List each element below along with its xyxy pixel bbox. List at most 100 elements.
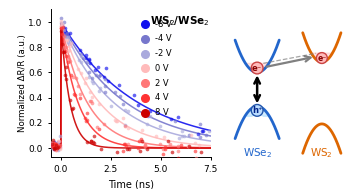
- Point: [58, 21, 64, 24]
- Point: [64, 39, 70, 42]
- Point: [56, 143, 61, 146]
- Point: [52, 142, 57, 145]
- Point: [120, 149, 126, 152]
- Text: h⁺: h⁺: [252, 106, 262, 115]
- Point: [65, 33, 71, 36]
- Point: [86, 57, 92, 60]
- Point: [91, 142, 97, 145]
- Point: [53, 147, 59, 150]
- Point: [59, 28, 65, 31]
- Point: [95, 66, 101, 69]
- Text: 2 V: 2 V: [155, 79, 168, 88]
- Point: [87, 140, 93, 143]
- Point: [77, 97, 83, 100]
- Circle shape: [251, 62, 263, 74]
- Point: [117, 95, 123, 98]
- Point: [56, 146, 62, 149]
- Point: [83, 119, 89, 122]
- Point: [53, 147, 58, 150]
- Point: [57, 135, 62, 138]
- Point: [55, 149, 61, 152]
- Point: [199, 130, 204, 133]
- Point: [93, 74, 99, 77]
- Point: [53, 142, 59, 145]
- Point: [138, 137, 143, 140]
- Point: [53, 146, 59, 149]
- Point: [186, 133, 192, 136]
- Point: [65, 61, 71, 64]
- Point: [112, 91, 118, 94]
- Point: [90, 81, 95, 84]
- Point: [192, 141, 198, 144]
- Point: [193, 157, 199, 160]
- Point: [70, 107, 76, 110]
- Point: [59, 22, 65, 26]
- Point: [187, 144, 192, 147]
- Point: [102, 122, 107, 125]
- Point: [58, 26, 64, 29]
- Point: [66, 42, 72, 45]
- Point: [52, 142, 57, 145]
- Point: [138, 150, 143, 153]
- Point: [51, 147, 57, 150]
- Point: [61, 34, 67, 37]
- Point: [175, 115, 181, 118]
- Y-axis label: Normalized ΔR/R (a.u.): Normalized ΔR/R (a.u.): [18, 34, 27, 132]
- Point: [185, 144, 191, 147]
- Point: [61, 21, 67, 24]
- Point: [59, 23, 65, 26]
- Point: [70, 75, 76, 78]
- Point: [165, 140, 171, 143]
- Point: [49, 143, 55, 146]
- Point: [55, 145, 61, 148]
- Point: [179, 135, 185, 138]
- Point: [77, 58, 82, 61]
- Point: [143, 143, 148, 146]
- Point: [97, 86, 103, 89]
- Point: [82, 117, 87, 120]
- Point: [153, 134, 159, 137]
- Text: e⁻: e⁻: [252, 64, 262, 73]
- Point: [78, 52, 84, 55]
- Point: [65, 35, 71, 38]
- Point: [68, 74, 74, 77]
- Point: [87, 100, 93, 103]
- Point: [49, 141, 55, 144]
- Point: [87, 76, 93, 79]
- Point: [157, 143, 163, 146]
- Text: 8 V: 8 V: [155, 108, 168, 117]
- Point: [116, 84, 122, 87]
- Point: [60, 26, 66, 29]
- Point: [68, 42, 74, 45]
- Text: 0 V: 0 V: [155, 64, 168, 73]
- Point: [92, 69, 98, 72]
- Point: [51, 141, 57, 144]
- Point: [131, 93, 136, 96]
- Point: [121, 116, 126, 119]
- Point: [59, 24, 65, 27]
- Point: [144, 147, 150, 150]
- Point: [55, 147, 61, 150]
- Point: [58, 27, 64, 30]
- Point: [203, 134, 209, 137]
- Point: [113, 119, 119, 122]
- Point: [135, 103, 141, 106]
- Point: [160, 148, 166, 151]
- Point: [89, 102, 95, 105]
- Point: [71, 92, 77, 95]
- Point: [66, 58, 72, 61]
- Point: [49, 146, 55, 149]
- Point: [51, 142, 57, 145]
- Point: [67, 44, 73, 47]
- Text: -4 V: -4 V: [155, 34, 171, 43]
- Point: [54, 144, 60, 147]
- Point: [49, 143, 55, 146]
- Text: e⁻: e⁻: [317, 53, 326, 63]
- Point: [59, 42, 65, 45]
- Point: [96, 74, 102, 77]
- Point: [101, 76, 106, 79]
- Point: [97, 74, 103, 77]
- Point: [62, 65, 68, 68]
- Point: [192, 150, 198, 153]
- Point: [103, 67, 109, 70]
